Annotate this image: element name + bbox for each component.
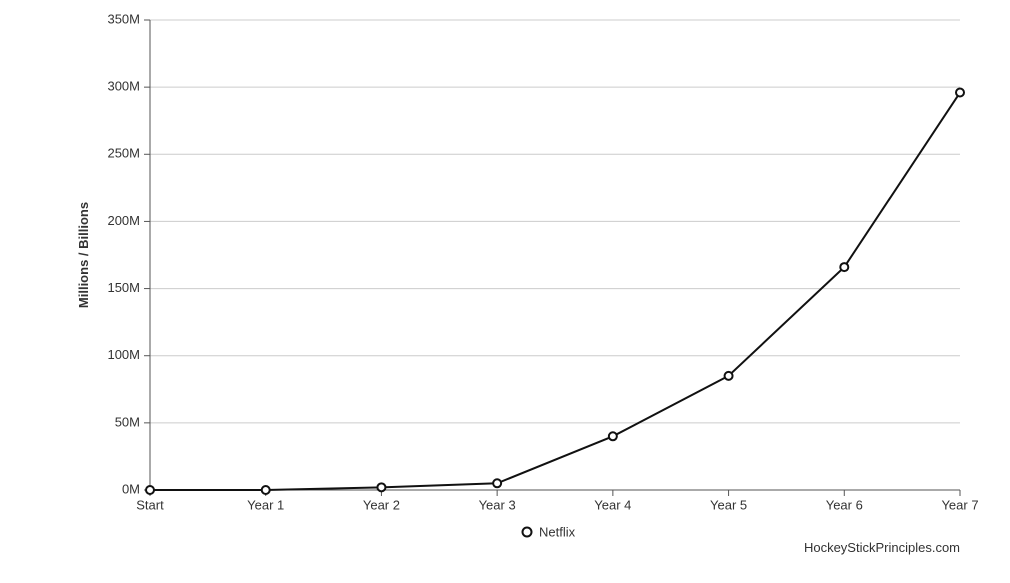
data-point [840,263,848,271]
y-tick-label: 250M [107,146,140,161]
y-tick-label: 350M [107,11,140,26]
credit-text: HockeyStickPrinciples.com [804,540,960,555]
data-point [725,372,733,380]
y-tick-label: 150M [107,280,140,295]
x-tick-label: Year 7 [941,498,978,513]
data-point [146,486,154,494]
y-tick-label: 300M [107,79,140,94]
y-tick-label: 200M [107,213,140,228]
legend-marker-icon [523,528,532,537]
data-point [262,486,270,494]
data-point [609,432,617,440]
y-tick-label: 0M [122,481,140,496]
x-tick-label: Year 3 [479,498,516,513]
legend-label: Netflix [539,524,576,539]
data-point [493,479,501,487]
chart-svg: 0M 50M 100M 150M 200M 250M 300M 350M Start Year 1… [0,0,1010,583]
x-tick-label: Year 4 [594,498,631,513]
data-point [377,483,385,491]
y-tick-label: 50M [115,414,140,429]
y-tick-label: 100M [107,347,140,362]
x-tick-label: Start [136,498,164,513]
data-point [956,89,964,97]
x-tick-label: Year 5 [710,498,747,513]
x-tick-label: Year 6 [826,498,863,513]
x-tick-label: Year 2 [363,498,400,513]
x-tick-label: Year 1 [247,498,284,513]
y-axis-title: Millions / Billions [76,202,91,308]
growth-chart: 0M 50M 100M 150M 200M 250M 300M 350M Start Year 1… [0,0,1010,583]
